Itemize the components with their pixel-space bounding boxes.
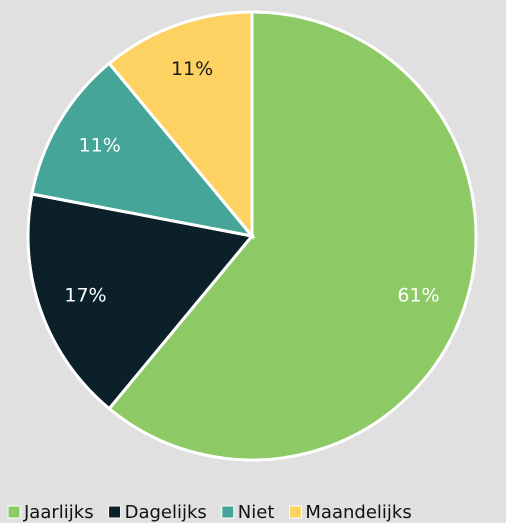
legend-label: Maandelijks: [305, 502, 411, 523]
legend-label: Dagelijks: [125, 502, 207, 523]
legend-label: Jaarlijks: [23, 502, 94, 523]
slice-label: 17%: [64, 284, 106, 306]
slice-label: 11%: [171, 58, 213, 80]
pie-slice: [26, 192, 255, 411]
legend-swatch: [7, 505, 21, 519]
legend-label: Niet: [238, 502, 275, 523]
pie-slice: [107, 10, 254, 241]
pie-slice: [107, 10, 478, 462]
pie-slice: [30, 61, 256, 239]
legend-swatch: [288, 505, 302, 519]
legend-swatch: [108, 505, 122, 519]
slice-label: 61%: [397, 284, 439, 306]
legend-swatch: [221, 505, 235, 519]
slice-label: 11%: [79, 134, 121, 156]
